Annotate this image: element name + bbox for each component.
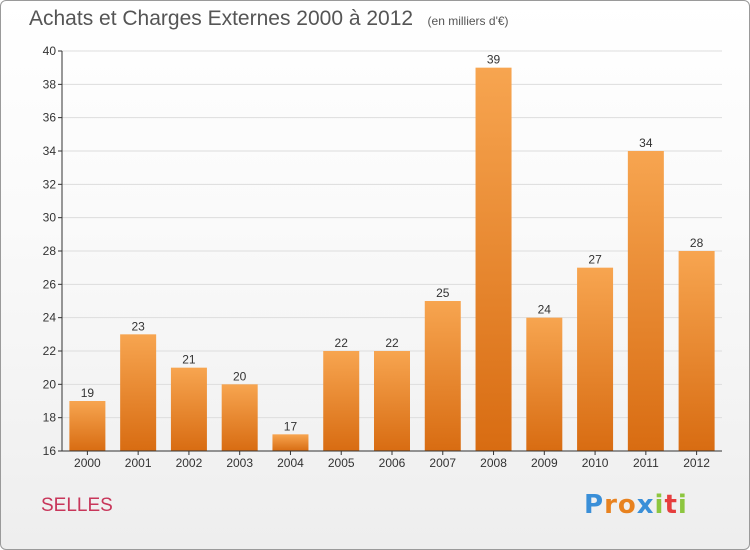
x-tick-label: 2007	[429, 456, 456, 470]
title-row: Achats et Charges Externes 2000 à 2012 (…	[29, 7, 509, 31]
bar	[170, 367, 207, 451]
chart-subtitle: (en milliers d'€)	[427, 14, 509, 28]
y-tick-label: 40	[43, 44, 57, 58]
data-label: 24	[538, 303, 552, 317]
y-tick-label: 36	[43, 111, 57, 125]
commune-name: SELLES	[41, 495, 113, 516]
x-tick-label: 2008	[480, 456, 507, 470]
data-label: 21	[182, 353, 196, 367]
x-tick-label: 2005	[328, 456, 355, 470]
bar	[678, 251, 715, 451]
data-label: 19	[81, 386, 95, 400]
bar	[221, 384, 258, 451]
y-tick-label: 18	[43, 411, 57, 425]
y-tick-label: 38	[43, 77, 57, 91]
x-tick-label: 2012	[683, 456, 710, 470]
x-tick-label: 2002	[176, 456, 203, 470]
y-tick-label: 34	[43, 144, 57, 158]
y-tick-label: 30	[43, 211, 57, 225]
x-tick-label: 2000	[74, 456, 101, 470]
x-tick-label: 2011	[633, 456, 659, 470]
bar	[323, 351, 360, 451]
bar	[526, 317, 563, 451]
data-label: 23	[131, 319, 145, 333]
y-tick-label: 16	[43, 444, 57, 458]
logo-letter: P	[584, 490, 605, 520]
x-tick-label: 2003	[226, 456, 253, 470]
x-tick-label: 2006	[379, 456, 406, 470]
bar	[374, 351, 410, 451]
bar	[627, 151, 664, 451]
x-tick-label: 2001	[125, 456, 152, 470]
data-label: 34	[639, 136, 653, 150]
x-tick-label: 2009	[531, 456, 558, 470]
data-label: 17	[284, 419, 298, 433]
bar	[272, 434, 309, 451]
y-tick-label: 32	[43, 177, 57, 191]
logo-letter: o	[617, 490, 637, 520]
data-label: 28	[690, 236, 704, 250]
bar	[69, 401, 106, 451]
bar	[475, 67, 512, 452]
logo-letter: t	[664, 490, 678, 520]
bar	[424, 301, 461, 451]
y-tick-label: 26	[43, 277, 57, 291]
bars	[69, 67, 715, 452]
axes: 16 18 20 22 24 26 28 30 32 34 36 38 40 2000 2001 2002 20…	[43, 44, 722, 470]
x-tick-label: 2004	[277, 456, 304, 470]
logo-letter: x	[636, 490, 655, 520]
logo-letter: i	[654, 490, 665, 520]
data-label: 39	[487, 53, 501, 67]
data-label: 22	[335, 336, 349, 350]
bar	[120, 334, 157, 451]
y-tick-label: 24	[43, 311, 57, 325]
x-tick-label: 2010	[582, 456, 609, 470]
chart-title: Achats et Charges Externes 2000 à 2012	[29, 7, 414, 30]
proxiti-logo: Proxiti	[584, 490, 688, 520]
logo-letter: i	[677, 490, 688, 520]
data-label: 27	[588, 253, 602, 267]
data-label: 25	[436, 286, 450, 300]
y-tick-label: 20	[43, 377, 57, 391]
data-label: 20	[233, 369, 247, 383]
data-labels: 19 23 21 20 17 22 22 25 39 24 27 34 28	[81, 53, 704, 434]
y-tick-label: 22	[43, 344, 57, 358]
logo-letter: r	[604, 490, 618, 520]
bar	[577, 267, 614, 451]
data-label: 22	[385, 336, 399, 350]
y-tick-label: 28	[43, 244, 57, 258]
